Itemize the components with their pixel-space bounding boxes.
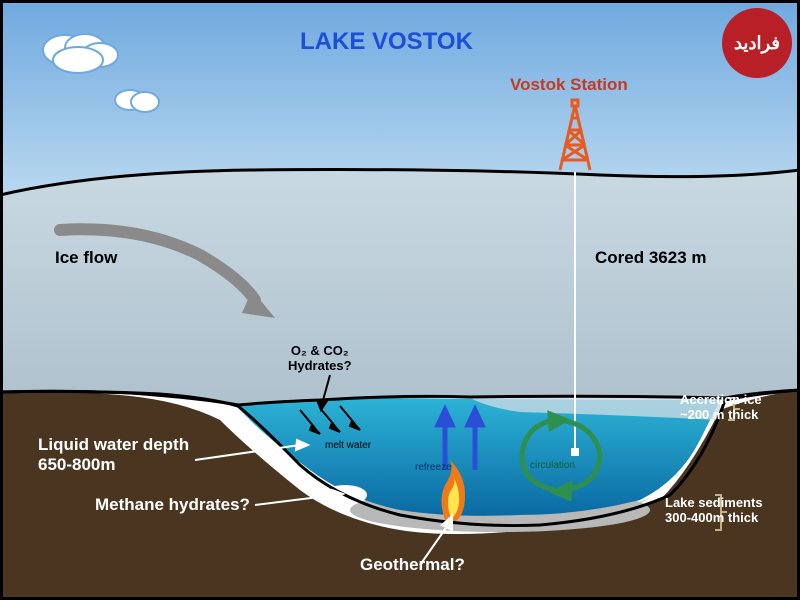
diagram-canvas: LAKE VOSTOK Vostok Station Ice flow Core… [0, 0, 800, 600]
refreeze-label: refreeze [415, 462, 452, 473]
ice-sheet [0, 170, 800, 405]
brand-logo: فرادید [722, 8, 792, 78]
meltwater-label: melt water [325, 440, 371, 451]
diagram-title: LAKE VOSTOK [300, 28, 473, 56]
cloud-icon [115, 90, 159, 112]
geothermal-label: Geothermal? [360, 555, 465, 575]
cored-label: Cored 3623 m [595, 248, 707, 268]
brand-logo-text: فرادید [734, 33, 780, 54]
iceflow-label: Ice flow [55, 248, 117, 268]
methane-label: Methane hydrates? [95, 495, 250, 515]
circulation-label: circulation [530, 460, 575, 471]
station-label: Vostok Station [510, 75, 628, 95]
hydrates-label: O₂ & CO₂ Hydrates? [288, 343, 352, 373]
core-bit-icon [571, 448, 579, 456]
accretion-label: Accretion ice ~200 m thick [680, 392, 762, 422]
liquid-depth-label: Liquid water depth 650-800m [38, 435, 189, 475]
sediments-label: Lake sediments 300-400m thick [665, 495, 763, 525]
